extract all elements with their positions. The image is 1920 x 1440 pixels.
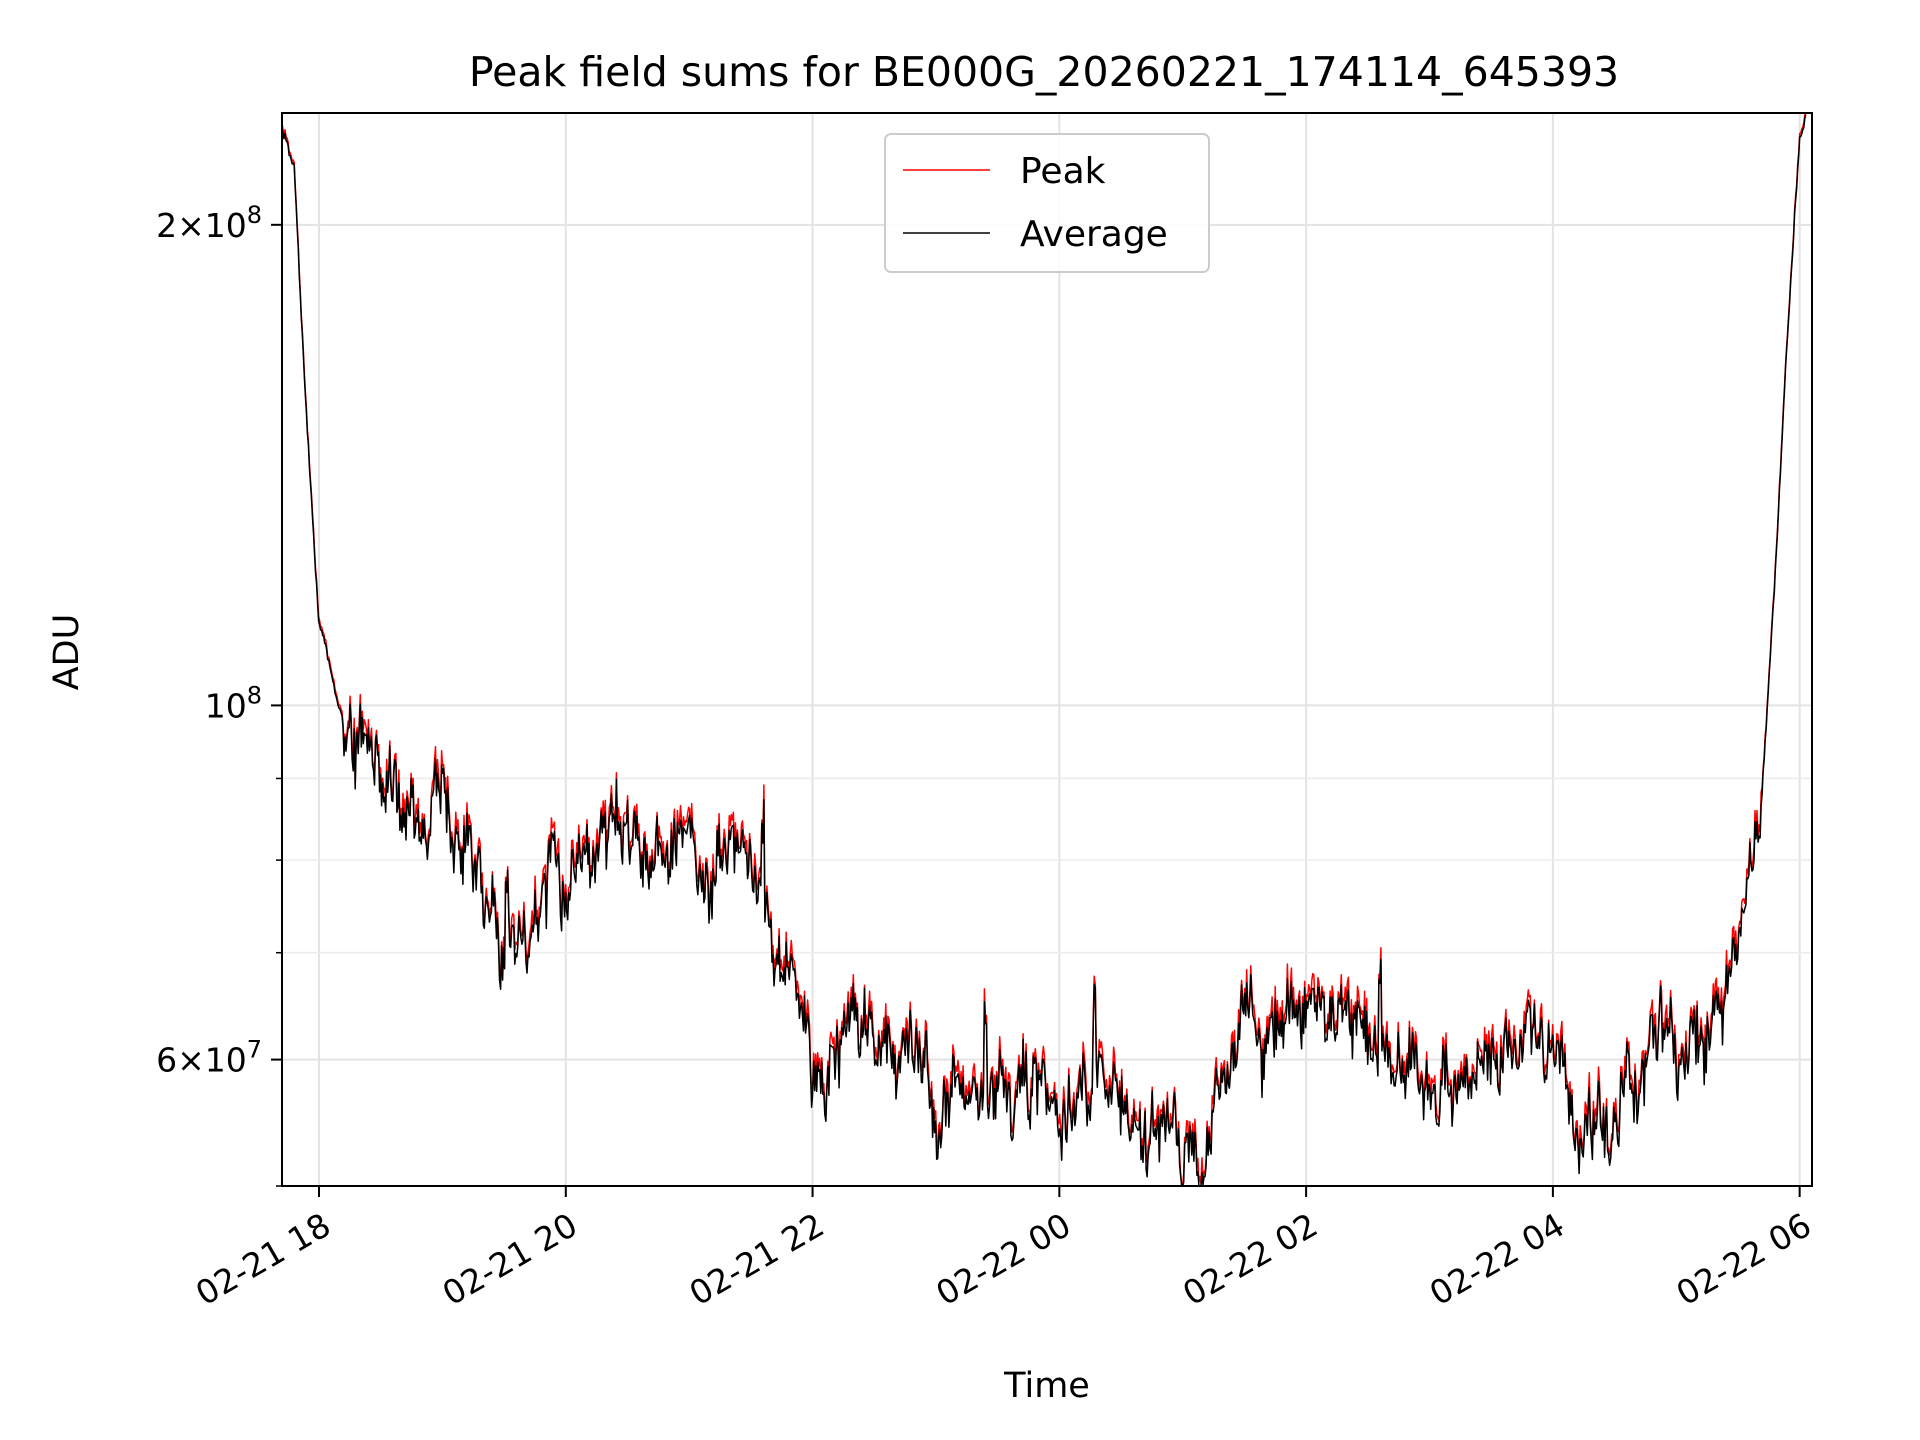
legend-box bbox=[884, 133, 1210, 273]
series-average-line bbox=[281, 114, 1807, 1187]
chart-title: Peak field sums for BE000G_20260221_1741… bbox=[469, 48, 1619, 96]
legend: Peak Average bbox=[884, 133, 1210, 273]
plot-frame bbox=[281, 112, 1813, 1187]
legend-average-label: Average bbox=[1020, 214, 1168, 255]
y-axis-label: ADU bbox=[47, 614, 87, 691]
y-tick-label: 2×108 bbox=[156, 201, 262, 245]
legend-peak-label: Peak bbox=[1020, 151, 1106, 192]
y-tick-label: 6×107 bbox=[156, 1036, 262, 1080]
series-layer bbox=[281, 112, 1807, 1187]
x-axis-label: Time bbox=[1003, 1366, 1090, 1406]
